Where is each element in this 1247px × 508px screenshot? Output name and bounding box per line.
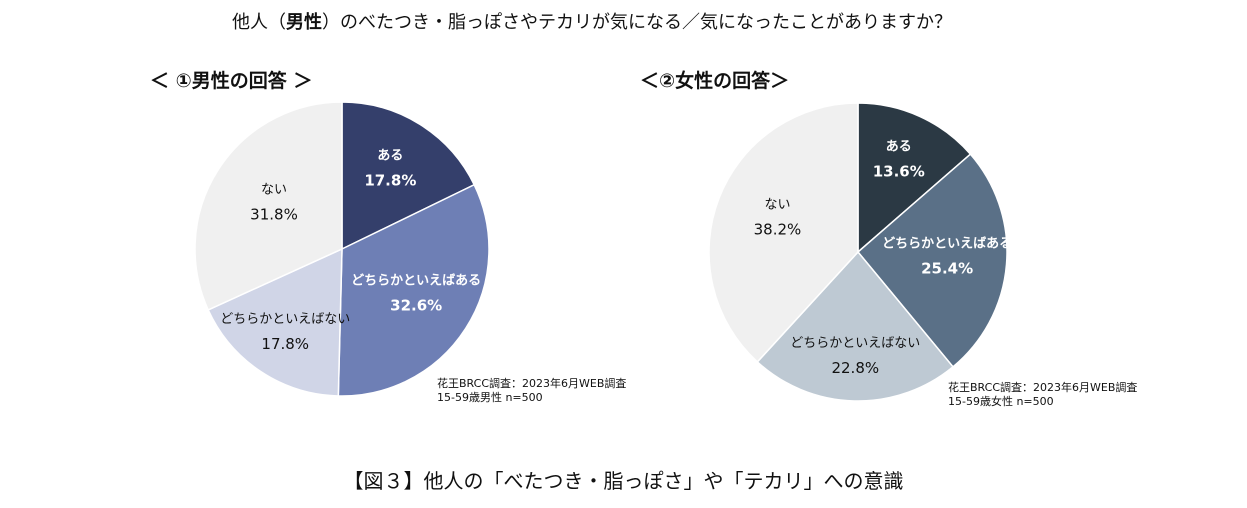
title-bold: 男性 (286, 12, 322, 33)
slice-category-label: どちらかといえばある (882, 236, 1012, 251)
note-line: 花王BRCC調査：2023年6月WEB調査 (437, 377, 627, 390)
note-line: 15-59歳男性 n=500 (437, 391, 543, 404)
slice-value-label: 38.2% (754, 221, 802, 239)
female-chart-title: ＜②女性の回答＞ (640, 70, 790, 92)
male-chart-title: ＜ ①男性の回答 ＞ (150, 70, 313, 92)
chart-question-title: 他人（男性）のべたつき・脂っぽさやテカリが気になる／気になったことがありますか？ (232, 8, 952, 34)
pie-slice (341, 101, 476, 251)
title-suffix: ）のべたつき・脂っぽさやテカリが気になる／気になったことがありますか？ (322, 12, 952, 33)
pie-slice (207, 247, 343, 397)
pie-slice (856, 153, 1008, 368)
pie-slice (756, 250, 955, 402)
pie-slice (708, 102, 859, 363)
slice-value-label: 22.8% (831, 359, 879, 377)
pie-slice (337, 183, 490, 397)
slice-value-label: 25.4% (921, 259, 973, 277)
slice-value-label: 17.8% (364, 172, 416, 190)
slice-category-label: ない (261, 182, 287, 197)
slice-category-label: どちらかといえばない (220, 312, 350, 327)
slice-value-label: 17.8% (261, 335, 309, 353)
female-source-note: 花王BRCC調査：2023年6月WEB調査 15-59歳女性 n=500 (948, 381, 1137, 409)
slice-category-label: ない (764, 198, 790, 213)
slice-value-label: 32.6% (390, 297, 442, 315)
male-source-note: 花王BRCC調査：2023年6月WEB調査 15-59歳男性 n=500 (437, 377, 626, 405)
note-line: 15-59歳女性 n=500 (948, 395, 1054, 408)
slice-category-label: ある (377, 149, 403, 164)
note-line: 花王BRCC調査：2023年6月WEB調査 (948, 381, 1138, 394)
figure-caption: 【図３】他人の「べたつき・脂っぽさ」や「テカリ」への意識 (343, 469, 904, 493)
slice-category-label: どちらかといえばある (351, 274, 481, 289)
slice-value-label: 31.8% (250, 205, 298, 223)
slice-category-label: ある (886, 140, 912, 155)
pie-slice (194, 101, 343, 311)
title-prefix: 他人（ (232, 12, 286, 33)
slice-category-label: どちらかといえばない (790, 336, 920, 351)
pie-slice (857, 102, 972, 254)
slice-value-label: 13.6% (873, 163, 925, 181)
